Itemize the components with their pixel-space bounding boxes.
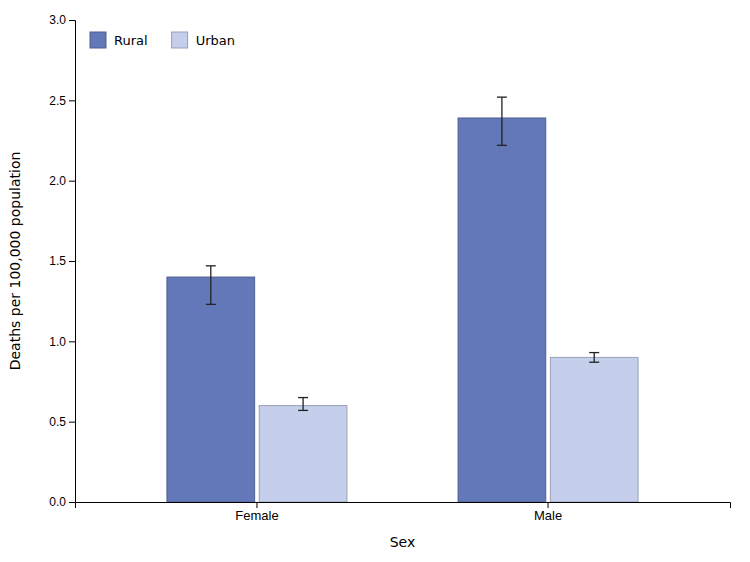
y-tick-line — [69, 100, 75, 101]
error-bar-cap-high — [298, 397, 308, 398]
chart: 0.0 0.5 1.0 1.5 2.0 2.5 3.0 Female Male Sex Deaths… — [0, 0, 750, 562]
bar — [550, 357, 638, 502]
error-bar-cap-low — [298, 410, 308, 411]
y-tick: 2.5 — [49, 94, 75, 108]
y-tick: 1.5 — [49, 254, 75, 268]
legend-item: Urban — [172, 32, 235, 48]
y-tick-line — [69, 341, 75, 342]
y-axis-title: Deaths per 100,000 population — [7, 152, 23, 371]
legend-label: Urban — [196, 33, 235, 48]
y-tick-line — [69, 181, 75, 182]
error-bar-cap-high — [497, 96, 507, 97]
x-axis-line — [76, 503, 731, 509]
legend-label: Rural — [114, 33, 148, 48]
y-tick-label: 0.5 — [49, 415, 66, 429]
y-tick: 0.0 — [49, 495, 75, 509]
error-bar-cap-low — [589, 362, 599, 363]
error-bar-cap-low — [206, 304, 216, 305]
series — [259, 353, 638, 502]
bar — [259, 406, 347, 502]
legend-swatch — [90, 32, 106, 48]
error-bar-line — [501, 97, 502, 145]
y-tick-line — [69, 502, 75, 503]
x-tick-line — [256, 502, 257, 508]
error-bar — [589, 353, 599, 363]
y-axis: 0.0 0.5 1.0 1.5 2.0 2.5 3.0 — [49, 13, 75, 509]
legend-item: Rural — [90, 32, 148, 48]
legend-swatch — [172, 32, 188, 48]
error-bar-cap-high — [589, 352, 599, 353]
bar — [458, 118, 546, 502]
error-bar — [298, 398, 308, 411]
x-tick: Male — [534, 502, 562, 523]
y-tick-label: 3.0 — [49, 13, 66, 27]
y-tick-label: 2.5 — [49, 94, 66, 108]
y-tick: 3.0 — [49, 13, 75, 27]
y-tick-line — [69, 261, 75, 262]
x-tick: Female — [235, 502, 278, 523]
y-tick-label: 2.0 — [49, 174, 66, 188]
y-tick-line — [69, 20, 75, 21]
y-tick-label: 1.5 — [49, 254, 66, 268]
y-tick-line — [69, 422, 75, 423]
x-tick-line — [548, 502, 549, 508]
y-tick-label: 0.0 — [49, 495, 66, 509]
error-bar-line — [302, 398, 303, 411]
x-axis: Female Male — [76, 502, 731, 523]
error-bar-cap-high — [206, 265, 216, 266]
bar — [167, 277, 255, 502]
error-bar-line — [210, 266, 211, 305]
error-bar — [206, 266, 216, 305]
y-tick: 2.0 — [49, 174, 75, 188]
error-bar — [497, 97, 507, 145]
marks — [167, 97, 638, 502]
error-bar-cap-low — [497, 145, 507, 146]
y-tick-label: 1.0 — [49, 335, 66, 349]
x-tick-label: Female — [235, 508, 278, 523]
series — [167, 97, 546, 502]
y-tick: 1.0 — [49, 335, 75, 349]
y-tick: 0.5 — [49, 415, 75, 429]
x-tick-label: Male — [534, 508, 562, 523]
plot: 0.0 0.5 1.0 1.5 2.0 2.5 3.0 Female Male Sex Deaths… — [7, 13, 731, 550]
error-bar-line — [594, 353, 595, 363]
y-axis-line — [69, 21, 76, 503]
legend: Rural Urban — [90, 32, 235, 48]
x-axis-title: Sex — [390, 534, 416, 550]
